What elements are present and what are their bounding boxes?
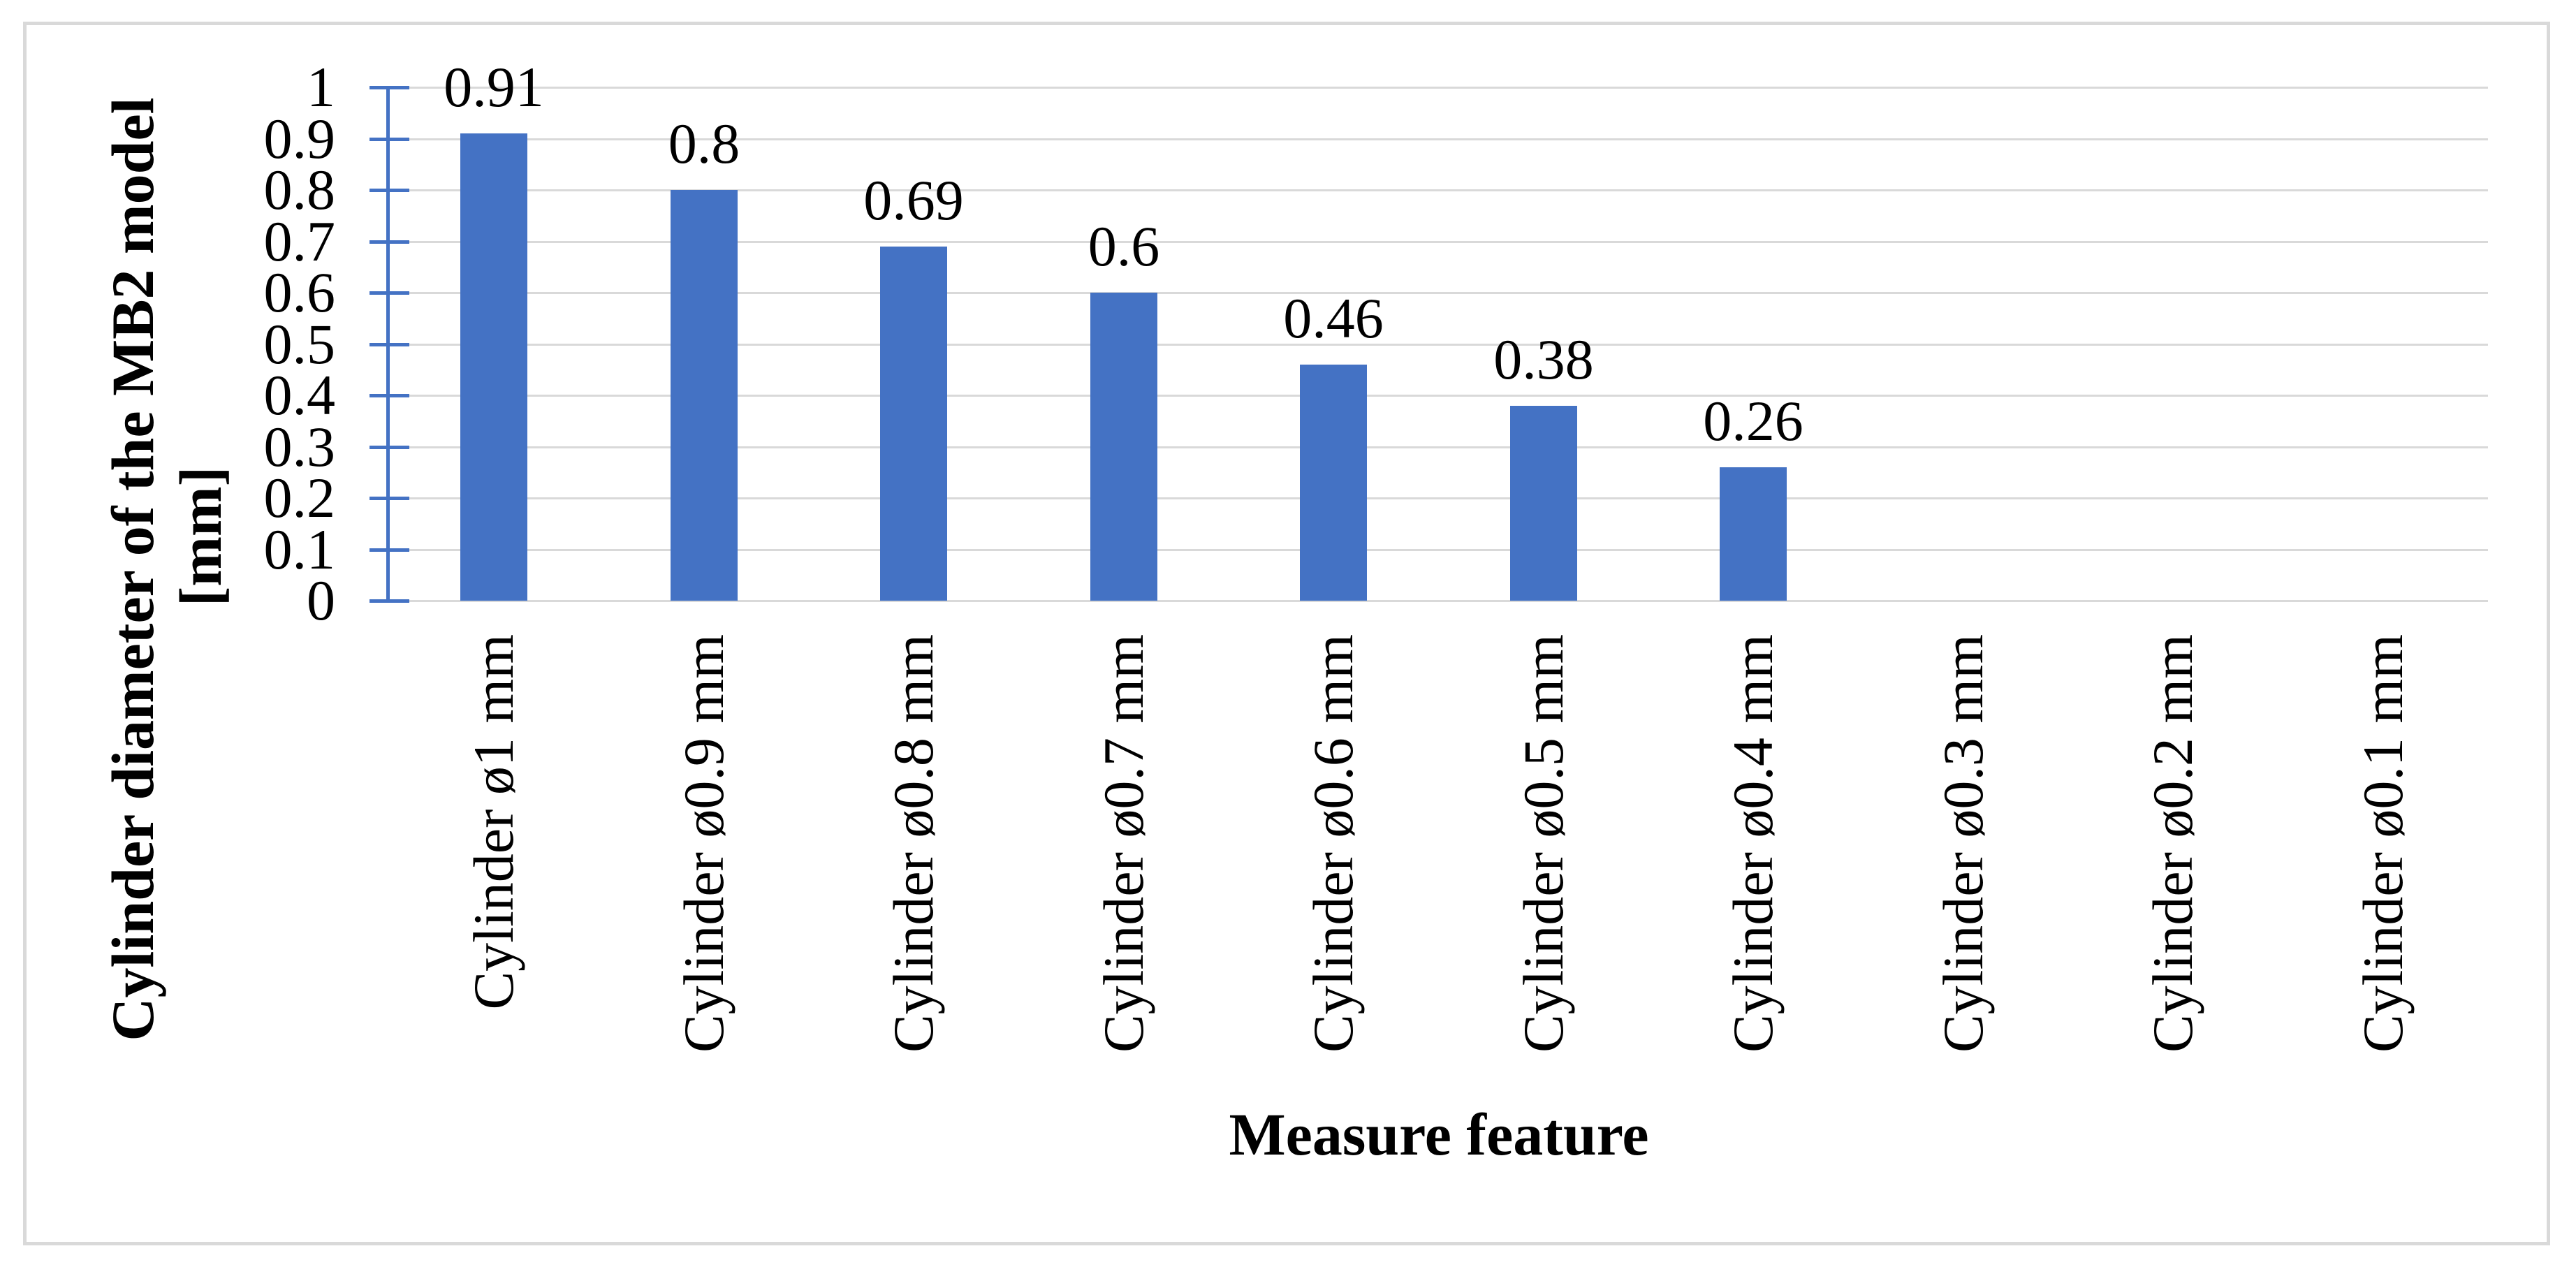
y-tick-label: 0.6	[263, 261, 336, 324]
y-tick-label: 0.4	[263, 363, 336, 427]
bar-value-label: 0.38	[1493, 328, 1594, 391]
bar-value-label: 0.8	[668, 112, 740, 175]
bar	[671, 190, 738, 601]
bar-value-label: 0.46	[1283, 286, 1384, 350]
y-tick-label: 0.9	[263, 106, 336, 170]
y-tick-label: 0.3	[263, 414, 336, 478]
gridline	[389, 189, 2488, 191]
category-axis-label: Cylinder ø0.5 mm	[1512, 634, 1575, 1053]
chart-border	[23, 22, 2550, 1245]
y-axis-line	[386, 87, 390, 603]
gridline	[389, 497, 2488, 499]
category-axis-label: Cylinder ø0.8 mm	[881, 634, 945, 1053]
bar	[1510, 406, 1577, 601]
y-tick-label: 0.8	[263, 158, 336, 221]
bar	[1300, 365, 1367, 601]
bar	[880, 247, 947, 601]
y-tick-label: 0.7	[263, 209, 336, 273]
gridline	[389, 240, 2488, 243]
category-axis-label: Cylinder ø0.6 mm	[1301, 634, 1365, 1053]
bar	[460, 133, 527, 601]
gridline	[389, 343, 2488, 346]
x-axis-title: Measure feature	[1229, 1101, 1649, 1168]
y-tick-label: 1	[307, 55, 335, 119]
gridline	[389, 600, 2488, 602]
category-axis-label: Cylinder ø0.9 mm	[672, 634, 736, 1053]
bar-value-label: 0.69	[863, 168, 964, 232]
bar	[1090, 293, 1157, 601]
category-axis-label: Cylinder ø0.3 mm	[1931, 634, 1995, 1053]
bar	[1720, 467, 1787, 601]
bar-value-label: 0.91	[444, 55, 544, 119]
y-tick-label: 0.2	[263, 466, 336, 529]
category-axis-label: Cylinder ø0.4 mm	[1721, 634, 1785, 1053]
gridline	[389, 446, 2488, 448]
category-axis-label: Cylinder ø0.2 mm	[2141, 634, 2204, 1053]
category-axis-label: Cylinder ø0.1 mm	[2351, 634, 2415, 1053]
gridline	[389, 292, 2488, 294]
gridline	[389, 87, 2488, 89]
gridline	[389, 548, 2488, 551]
y-tick-label: 0	[307, 569, 335, 632]
gridline	[389, 138, 2488, 140]
y-axis-title-line2: [mm]	[167, 466, 234, 607]
y-axis-title-line1: Cylinder diameter of the MB2 model	[99, 97, 166, 1041]
y-tick-label: 0.5	[263, 312, 336, 376]
bar-value-label: 0.6	[1088, 214, 1160, 278]
gridline	[389, 395, 2488, 397]
category-axis-label: Cylinder ø0.7 mm	[1092, 634, 1155, 1053]
bar-value-label: 0.26	[1703, 389, 1803, 453]
category-axis-label: Cylinder ø1 mm	[462, 634, 525, 1010]
y-tick-label: 0.1	[263, 517, 336, 581]
